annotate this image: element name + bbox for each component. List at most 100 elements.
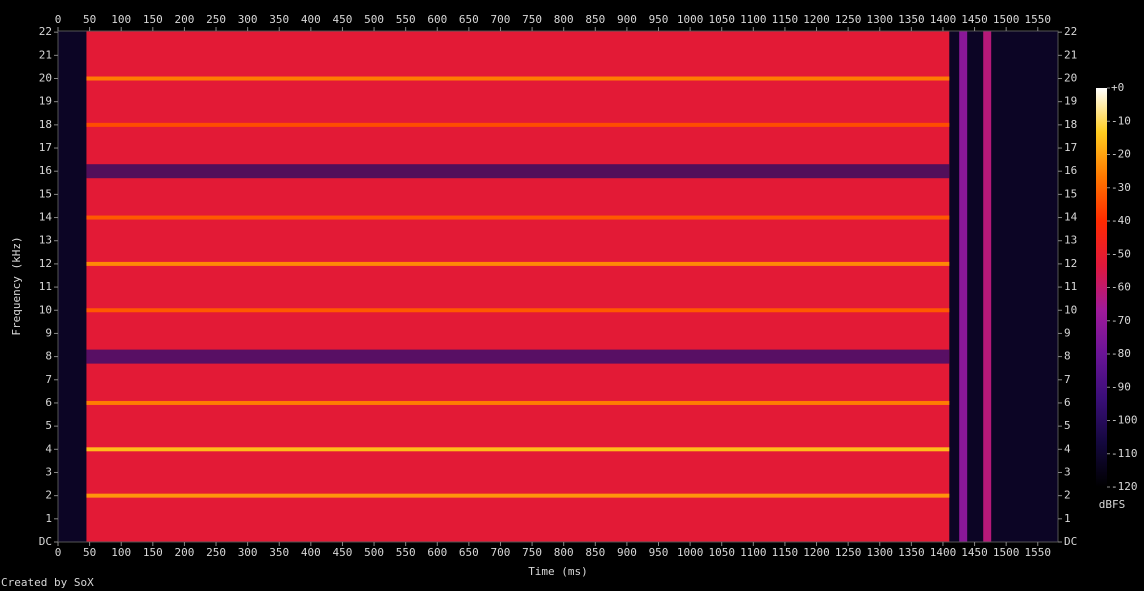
y-tick-label: 9 — [1064, 326, 1071, 339]
click — [983, 31, 992, 542]
x-tick-label: 150 — [143, 13, 163, 26]
x-tick-label: 750 — [522, 546, 542, 559]
x-tick-label: 700 — [491, 546, 511, 559]
x-tick-label: 1450 — [961, 546, 988, 559]
y-tick-label: 15 — [1064, 187, 1077, 200]
x-tick-label: 800 — [554, 546, 574, 559]
x-tick-label: 1050 — [708, 546, 735, 559]
y-tick-label: 21 — [39, 48, 52, 61]
x-tick-label: 550 — [396, 546, 416, 559]
x-tick-label: 900 — [617, 546, 637, 559]
y-tick-label: 18 — [39, 118, 52, 131]
x-tick-label: 0 — [55, 13, 62, 26]
y-tick-label: 11 — [1064, 280, 1077, 293]
colorbar-tick-label: -120 — [1111, 480, 1138, 493]
frequency-band — [86, 76, 950, 81]
x-tick-label: 1150 — [772, 13, 799, 26]
x-tick-label: 650 — [459, 546, 479, 559]
frequency-band — [86, 261, 950, 266]
y-tick-label: 12 — [1064, 257, 1077, 270]
x-tick-label: 50 — [83, 13, 96, 26]
frequency-band — [86, 164, 950, 179]
x-tick-label: 450 — [333, 13, 353, 26]
x-tick-label: 1000 — [677, 13, 704, 26]
x-tick-label: 500 — [364, 546, 384, 559]
click — [959, 31, 968, 542]
x-tick-label: 1350 — [898, 546, 925, 559]
y-tick-label: 13 — [1064, 234, 1077, 247]
x-tick-label: 1200 — [803, 13, 830, 26]
credit: Created by SoX — [1, 576, 94, 589]
x-tick-label: 1100 — [740, 546, 767, 559]
frequency-band — [86, 493, 950, 498]
y-tick-label: 2 — [45, 489, 52, 502]
x-tick-label: 1100 — [740, 13, 767, 26]
y-tick-label: 5 — [1064, 419, 1071, 432]
y-tick-label: 16 — [39, 164, 52, 177]
x-tick-label: 200 — [174, 546, 194, 559]
y-axis-label: Frequency (kHz) — [10, 236, 23, 335]
x-tick-label: 300 — [238, 13, 258, 26]
x-tick-label: 550 — [396, 13, 416, 26]
y-tick-label: 10 — [1064, 303, 1077, 316]
y-tick-label: 3 — [45, 465, 52, 478]
colorbar-tick-label: +0 — [1111, 81, 1124, 94]
x-tick-label: 300 — [238, 546, 258, 559]
frequency-band — [86, 308, 950, 313]
x-tick-label: 1500 — [993, 13, 1020, 26]
y-tick-label: 17 — [39, 141, 52, 154]
x-tick-label: 150 — [143, 546, 163, 559]
x-tick-label: 1200 — [803, 546, 830, 559]
y-tick-label: 1 — [1064, 512, 1071, 525]
y-tick-label: 18 — [1064, 118, 1077, 131]
colorbar-label: dBFS — [1099, 498, 1126, 511]
y-tick-label: 4 — [45, 442, 52, 455]
x-tick-label: 1350 — [898, 13, 925, 26]
colorbar-tick-label: -70 — [1111, 314, 1131, 327]
y-tick-label: 7 — [1064, 373, 1071, 386]
y-tick-label: 14 — [1064, 211, 1078, 224]
y-tick-label: 11 — [39, 280, 52, 293]
x-tick-label: 250 — [206, 13, 226, 26]
frequency-band — [86, 122, 950, 127]
colorbar-tick-label: -30 — [1111, 181, 1131, 194]
x-tick-label: 900 — [617, 13, 637, 26]
frequency-band — [86, 400, 950, 405]
y-tick-label: 16 — [1064, 164, 1077, 177]
x-tick-label: 700 — [491, 13, 511, 26]
colorbar-tick-label: -80 — [1111, 347, 1131, 360]
x-tick-label: 950 — [649, 13, 669, 26]
x-tick-label: 600 — [427, 13, 447, 26]
y-tick-label: DC — [1064, 535, 1077, 548]
y-tick-label: 22 — [39, 25, 52, 38]
x-tick-label: 1500 — [993, 546, 1020, 559]
x-tick-label: 1400 — [930, 546, 957, 559]
x-tick-label: 400 — [301, 546, 321, 559]
y-tick-label: 9 — [45, 326, 52, 339]
signal-region — [86, 31, 950, 542]
x-tick-label: 250 — [206, 546, 226, 559]
x-tick-label: 450 — [333, 546, 353, 559]
frequency-band — [86, 215, 950, 220]
colorbar — [1096, 88, 1107, 487]
colorbar-tick-label: -60 — [1111, 281, 1131, 294]
frequency-band — [86, 349, 950, 364]
colorbar-tick-label: -50 — [1111, 247, 1131, 260]
colorbar-tick-label: -10 — [1111, 114, 1131, 127]
x-tick-label: 1050 — [708, 13, 735, 26]
x-tick-label: 1300 — [866, 546, 893, 559]
x-tick-label: 850 — [585, 546, 605, 559]
y-tick-label: 12 — [39, 257, 52, 270]
x-tick-label: 850 — [585, 13, 605, 26]
y-tick-label: 1 — [45, 512, 52, 525]
x-tick-label: 1450 — [961, 13, 988, 26]
y-tick-label: 8 — [1064, 350, 1071, 363]
y-tick-label: 22 — [1064, 25, 1077, 38]
x-tick-label: 1150 — [772, 546, 799, 559]
colorbar-tick-label: -40 — [1111, 214, 1131, 227]
x-tick-label: 1250 — [835, 546, 862, 559]
x-tick-label: 600 — [427, 546, 447, 559]
x-tick-label: 950 — [649, 546, 669, 559]
y-tick-label: 14 — [39, 211, 53, 224]
